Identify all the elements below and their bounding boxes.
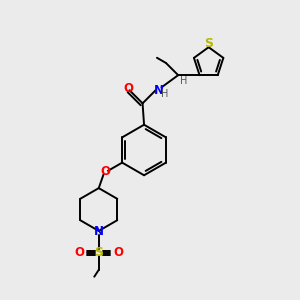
Text: O: O [113,246,123,260]
Text: H: H [161,89,168,99]
Text: O: O [74,246,84,260]
Text: N: N [154,84,164,97]
Text: S: S [204,37,213,50]
Text: S: S [94,246,103,260]
Text: H: H [179,76,187,85]
Text: O: O [100,165,110,178]
Text: N: N [94,225,104,238]
Text: O: O [123,82,133,95]
